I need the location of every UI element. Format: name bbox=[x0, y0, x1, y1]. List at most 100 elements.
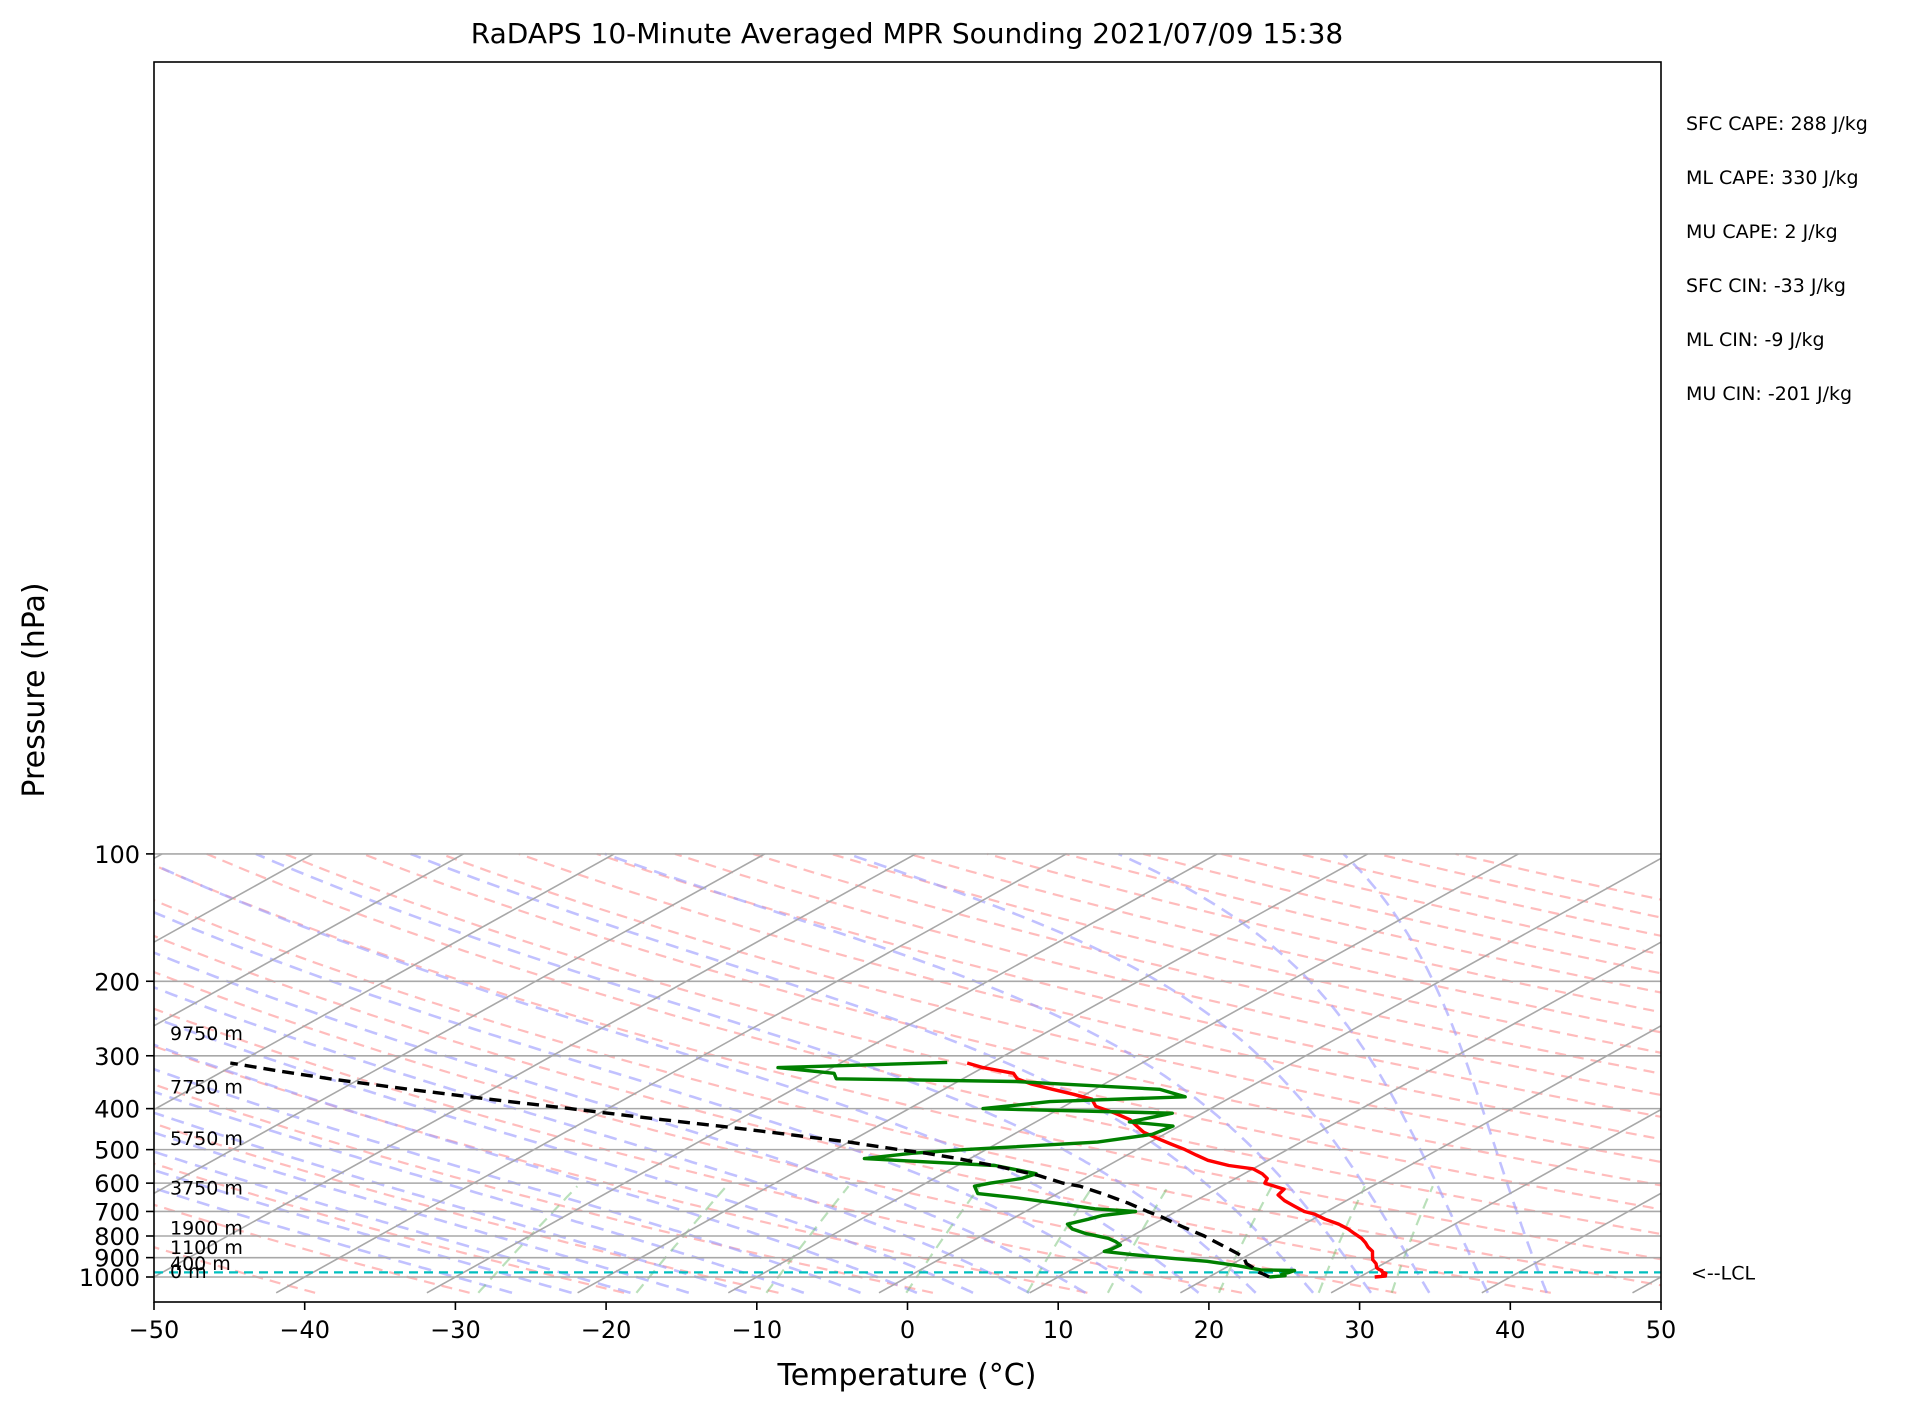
dry-adiabat-line bbox=[154, 1122, 779, 1294]
x-tick-label: 0 bbox=[900, 1316, 915, 1344]
x-tick-label: −30 bbox=[430, 1316, 481, 1344]
stat-line: SFC CIN: -33 J/kg bbox=[1686, 275, 1846, 297]
y-tick-label: 600 bbox=[94, 1170, 140, 1198]
moist-adiabat-line bbox=[154, 1016, 974, 1294]
isotherm-line bbox=[0, 854, 11, 1293]
axis-ticks: −50 −40 −30 −20 −10 0 10 20 30 40 50 100 200 300 400 50… bbox=[79, 841, 1676, 1344]
height-label: 5750 m bbox=[170, 1128, 243, 1150]
parcel-profile-line bbox=[230, 1061, 1270, 1279]
dry-adiabat-line bbox=[1143, 852, 1661, 975]
isotherm-line bbox=[878, 857, 1661, 1294]
height-label: 9750 m bbox=[170, 1023, 243, 1045]
isotherm-line bbox=[727, 853, 1519, 1294]
dry-adiabat-line bbox=[154, 1246, 316, 1294]
dry-adiabat-line bbox=[1299, 852, 1661, 937]
dry-adiabat-line bbox=[1065, 852, 1661, 994]
stat-line: SFC CAPE: 288 J/kg bbox=[1686, 113, 1868, 135]
isotherm-line bbox=[1029, 941, 1661, 1294]
x-tick-label: −20 bbox=[581, 1316, 632, 1344]
dry-adiabat-line bbox=[518, 852, 1661, 1141]
stats-panel: SFC CAPE: 288 J/kg ML CAPE: 330 J/kg MU CA… bbox=[1686, 113, 1868, 405]
dry-adiabat-line bbox=[830, 852, 1661, 1054]
dry-adiabat-line bbox=[440, 852, 1661, 1164]
dry-adiabat-line bbox=[362, 852, 1661, 1187]
y-axis-label: Pressure (hPa) bbox=[17, 582, 52, 797]
mixing-ratio-line bbox=[1106, 1185, 1170, 1294]
y-tick-label: 800 bbox=[94, 1223, 140, 1251]
isotherm-line bbox=[1481, 1192, 1661, 1294]
mixing-ratio-line bbox=[635, 1185, 728, 1294]
x-tick-label: −10 bbox=[731, 1316, 782, 1344]
y-tick-label: 100 bbox=[94, 841, 140, 869]
moist-adiabat-line bbox=[154, 1168, 572, 1295]
moist-adiabat-line bbox=[604, 852, 1373, 1294]
lcl-label: <--LCL bbox=[1691, 1262, 1755, 1284]
moist-adiabat-line bbox=[154, 910, 1143, 1294]
isotherm-line bbox=[577, 853, 1369, 1294]
dry-adiabat-line bbox=[154, 1045, 1088, 1294]
dry-adiabat-line bbox=[154, 1007, 1243, 1294]
height-label: 7750 m bbox=[170, 1076, 243, 1098]
moist-adiabat-line bbox=[255, 852, 1257, 1294]
dry-adiabat-line bbox=[154, 1083, 934, 1294]
moist-adiabat-line bbox=[410, 852, 1315, 1294]
stat-line: ML CAPE: 330 J/kg bbox=[1686, 167, 1859, 189]
mixing-ratio-line bbox=[477, 1185, 579, 1294]
isotherm-line bbox=[1180, 1024, 1661, 1294]
height-label: 1900 m bbox=[170, 1217, 243, 1239]
chart-title: RaDAPS 10-Minute Averaged MPR Sounding 2… bbox=[471, 17, 1343, 50]
height-label: 0 m bbox=[170, 1261, 207, 1283]
height-label: 1100 m bbox=[170, 1237, 243, 1259]
mixing-ratio-line bbox=[1026, 1185, 1094, 1294]
height-label: 400 m bbox=[170, 1253, 231, 1275]
y-tick-label: 500 bbox=[94, 1137, 140, 1165]
x-tick-label: −50 bbox=[129, 1316, 180, 1344]
isotherm-line bbox=[154, 853, 916, 1278]
plot-frame bbox=[153, 61, 1662, 1303]
isotherm-line bbox=[1632, 1276, 1661, 1294]
dry-adiabat-line bbox=[752, 852, 1661, 1075]
dry-adiabat-line bbox=[206, 852, 1661, 1236]
dewpoint-line bbox=[776, 1060, 1297, 1279]
x-tick-label: 20 bbox=[1194, 1316, 1225, 1344]
x-tick-label: 30 bbox=[1344, 1316, 1375, 1344]
y-tick-label: 200 bbox=[94, 968, 140, 996]
stat-line: MU CIN: -201 J/kg bbox=[1686, 383, 1852, 405]
stat-line: ML CIN: -9 J/kg bbox=[1686, 329, 1825, 351]
y-tick-label: 300 bbox=[94, 1043, 140, 1071]
isotherm-line bbox=[275, 853, 1067, 1294]
moist-adiabat-line bbox=[847, 852, 1431, 1294]
dry-adiabat-line bbox=[674, 852, 1661, 1097]
moist-adiabat-line bbox=[154, 1090, 805, 1295]
isotherm-line bbox=[1330, 1108, 1661, 1294]
dry-adiabat-line bbox=[1455, 852, 1661, 901]
moist-adiabat-line bbox=[154, 951, 1087, 1294]
moist-adiabat-line bbox=[154, 1150, 631, 1295]
mixing-ratio-line bbox=[905, 1185, 981, 1294]
temperature-line bbox=[966, 1061, 1388, 1279]
dry-adiabat-line bbox=[596, 852, 1661, 1118]
dry-adiabat-line bbox=[284, 852, 1661, 1211]
moist-adiabat-line bbox=[1117, 852, 1490, 1294]
isotherm-line bbox=[154, 853, 615, 1111]
y-tick-label: 400 bbox=[94, 1096, 140, 1124]
y-tick-label: 700 bbox=[94, 1198, 140, 1226]
moist-adiabat-line bbox=[154, 1131, 690, 1295]
x-tick-label: −40 bbox=[279, 1316, 330, 1344]
isotherm-line bbox=[154, 853, 464, 1027]
x-tick-label: 40 bbox=[1495, 1316, 1526, 1344]
moist-adiabat-line bbox=[154, 985, 1030, 1294]
mixing-ratio-line bbox=[765, 1185, 850, 1294]
moist-adiabat-line bbox=[154, 1067, 861, 1295]
x-axis-label: Temperature (°C) bbox=[777, 1358, 1037, 1393]
moist-adiabat-line bbox=[154, 1186, 513, 1295]
dry-adiabat-line bbox=[154, 899, 1661, 1287]
isotherm-line bbox=[154, 853, 766, 1195]
moist-adiabat-line bbox=[154, 863, 1200, 1294]
x-tick-label: 50 bbox=[1646, 1316, 1677, 1344]
dry-adiabat-line bbox=[154, 1162, 625, 1294]
stat-line: MU CAPE: 2 J/kg bbox=[1686, 221, 1838, 243]
y-tick-label: 1000 bbox=[79, 1264, 140, 1292]
